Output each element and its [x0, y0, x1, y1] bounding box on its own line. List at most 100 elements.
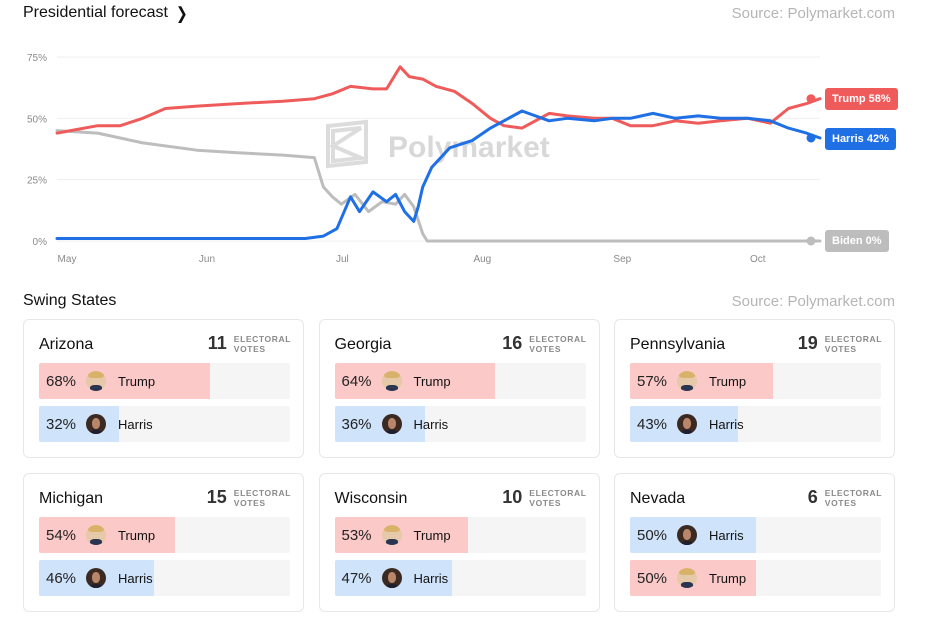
- electoral-label-line: ELECTORAL: [233, 333, 291, 344]
- row-content: 50% Harris: [630, 517, 744, 553]
- state-card-michigan[interactable]: Michigan 15 ELECTORAL VOTES 54% Trump 46% Harri…: [23, 473, 304, 612]
- harris-avatar: [86, 414, 106, 434]
- electoral-label-line: ELECTORAL: [529, 333, 587, 344]
- votes-label-line: VOTES: [824, 497, 857, 508]
- end-label-harris: Harris 42%: [825, 128, 896, 150]
- x-tick-label: Jul: [336, 254, 349, 265]
- electoral-votes: 19 ELECTORAL VOTES: [798, 333, 882, 354]
- electoral-votes: 6 ELECTORAL VOTES: [808, 487, 882, 508]
- candidate-name: Harris: [413, 570, 449, 586]
- state-card-pennsylvania[interactable]: Pennsylvania 19 ELECTORAL VOTES 57% Trump 43% H…: [614, 319, 895, 458]
- harris-avatar: [381, 414, 402, 434]
- electoral-votes-count: 15: [206, 487, 227, 507]
- candidate-name: Harris: [413, 416, 449, 432]
- forecast-header: Presidential forecast ❯ Source: Polymark…: [23, 1, 895, 25]
- state-card-wisconsin[interactable]: Wisconsin 10 ELECTORAL VOTES 53% Trump 47% Harr…: [318, 473, 600, 612]
- row-content: 68% Trump: [39, 363, 155, 399]
- electoral-votes-count: 10: [502, 487, 523, 507]
- candidate-row-trump: 57% Trump: [630, 363, 881, 399]
- trump-avatar: [381, 371, 402, 391]
- candidate-name: Trump: [118, 373, 156, 389]
- candidate-name: Trump: [413, 527, 451, 543]
- candidate-row-harris: 36% Harris: [334, 406, 586, 442]
- state-card-georgia[interactable]: Georgia 16 ELECTORAL VOTES 64% Trump 36% Harris: [318, 319, 600, 458]
- electoral-votes-label: ELECTORAL VOTES: [529, 488, 586, 508]
- probability-value: 36%: [341, 415, 372, 433]
- state-name: Michigan: [39, 490, 104, 507]
- trump-avatar: [677, 568, 697, 588]
- probability-value: 50%: [637, 526, 668, 544]
- y-tick-label: 25%: [27, 176, 47, 187]
- votes-label-line: VOTES: [233, 343, 266, 354]
- candidate-row-harris: 47% Harris: [334, 560, 586, 596]
- x-tick-label: Jun: [199, 254, 215, 265]
- electoral-votes: 11 ELECTORAL VOTES: [208, 333, 291, 354]
- row-content: 64% Trump: [335, 363, 451, 399]
- candidate-name: Trump: [118, 527, 156, 543]
- row-content: 54% Trump: [39, 517, 155, 553]
- x-tick-label: May: [58, 254, 77, 265]
- candidate-name: Trump: [709, 570, 747, 586]
- electoral-label-line: ELECTORAL: [233, 487, 291, 498]
- row-content: 53% Trump: [335, 517, 451, 553]
- state-card-nevada[interactable]: Nevada 6 ELECTORAL VOTES 50% Harris 50% Trump: [614, 473, 895, 612]
- electoral-votes-label: ELECTORAL VOTES: [825, 334, 882, 354]
- candidate-name: Harris: [709, 416, 744, 432]
- electoral-votes-label: ELECTORAL VOTES: [234, 334, 291, 354]
- probability-value: 53%: [341, 526, 372, 544]
- probability-bar: [334, 363, 496, 399]
- harris-avatar: [381, 568, 402, 588]
- candidate-row-harris: 32% Harris: [39, 406, 290, 442]
- swing-header: Swing States Source: Polymarket.com: [23, 289, 895, 313]
- candidate-row-trump: 64% Trump: [334, 363, 586, 399]
- swing-states-grid: Arizona 11 ELECTORAL VOTES 68% Trump 32% Harris…: [23, 319, 895, 612]
- votes-label-line: VOTES: [233, 497, 266, 508]
- row-content: 50% Trump: [630, 560, 746, 596]
- candidate-row-trump: 54% Trump: [39, 517, 290, 553]
- probability-bar: [39, 517, 175, 553]
- harris-avatar: [677, 525, 697, 545]
- x-tick-label: Sep: [613, 254, 631, 265]
- chevron-right-icon: ❯: [175, 2, 188, 22]
- state-name: Georgia: [334, 336, 392, 353]
- y-tick-label: 0%: [33, 237, 48, 248]
- x-tick-label: Aug: [473, 254, 491, 265]
- polymarket-logo-icon: [326, 119, 369, 169]
- candidate-row-harris: 43% Harris: [630, 406, 881, 442]
- trump-avatar: [677, 371, 697, 391]
- watermark-text: Polymarket: [388, 131, 550, 164]
- electoral-votes-label: ELECTORAL VOTES: [234, 488, 291, 508]
- end-label-trump: Trump 58%: [825, 88, 898, 110]
- votes-label-line: VOTES: [529, 497, 562, 508]
- watermark-logo: [326, 119, 369, 169]
- probability-value: 54%: [46, 526, 77, 544]
- votes-label-line: VOTES: [529, 343, 562, 354]
- forecast-source: Source: Polymarket.com: [731, 4, 895, 22]
- probability-value: 46%: [46, 569, 77, 587]
- trump-avatar: [86, 371, 106, 391]
- votes-label-line: VOTES: [824, 343, 857, 354]
- forecast-title: Presidential forecast: [23, 4, 168, 21]
- candidate-name: Trump: [709, 373, 747, 389]
- probability-value: 32%: [46, 415, 77, 433]
- forecast-chart-svg: Polymarket 0% 25% 50% 75% May Jun Jul Aug Sep Oct: [27, 53, 822, 265]
- probability-value: 50%: [637, 569, 668, 587]
- row-content: 57% Trump: [630, 363, 746, 399]
- electoral-votes: 10 ELECTORAL VOTES: [502, 487, 586, 508]
- swing-title: Swing States: [23, 292, 117, 309]
- end-dot-trump: [806, 94, 816, 104]
- probability-value: 64%: [341, 372, 372, 390]
- harris-avatar: [677, 414, 697, 434]
- y-tick-label: 75%: [27, 53, 47, 64]
- forecast-title-link[interactable]: Presidential forecast ❯: [23, 2, 188, 22]
- state-card-arizona[interactable]: Arizona 11 ELECTORAL VOTES 68% Trump 32% Harris: [23, 319, 304, 458]
- electoral-votes-label: ELECTORAL VOTES: [529, 334, 586, 354]
- row-content: 43% Harris: [630, 406, 744, 442]
- probability-value: 57%: [637, 372, 668, 390]
- probability-bar: [39, 363, 210, 399]
- electoral-votes-count: 19: [797, 333, 818, 353]
- y-tick-label: 50%: [27, 114, 47, 125]
- state-name: Nevada: [630, 490, 686, 507]
- end-dot-biden: [806, 236, 816, 246]
- x-tick-label: Oct: [750, 254, 766, 265]
